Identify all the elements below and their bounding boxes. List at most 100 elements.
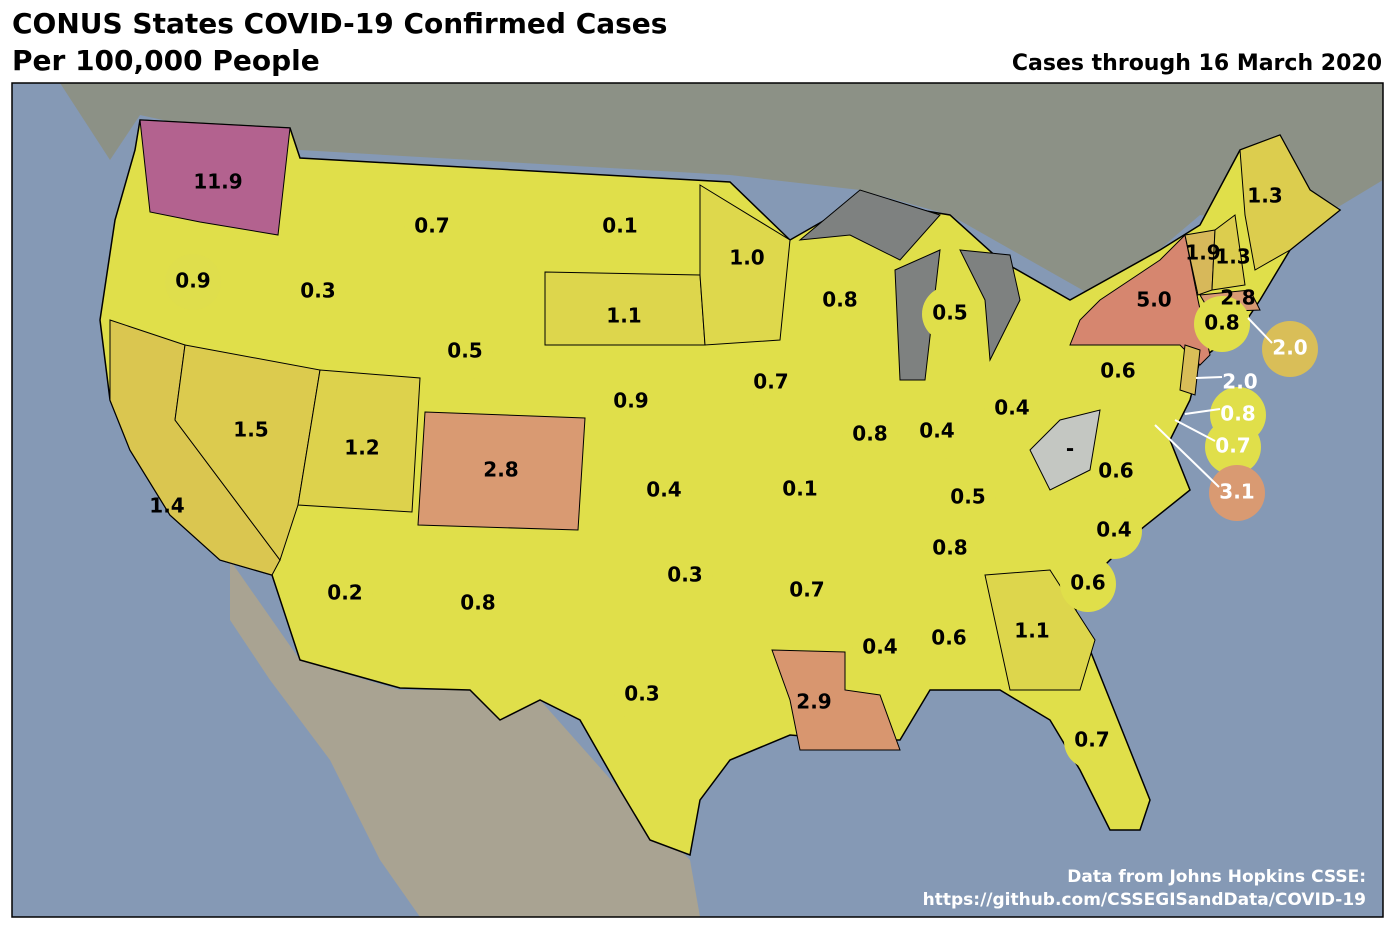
state-shape xyxy=(1029,409,1101,491)
state-label: 1.4 xyxy=(149,494,184,518)
state-shape xyxy=(174,344,321,562)
state-shape xyxy=(636,463,692,519)
state-shape xyxy=(139,119,291,236)
callout-arrow xyxy=(1154,424,1220,488)
canada xyxy=(12,83,1383,300)
state-shape xyxy=(1088,444,1144,500)
state-shape xyxy=(1060,556,1116,612)
state-label: 0.4 xyxy=(919,419,954,443)
state-label: 0.4 xyxy=(646,478,681,502)
state-label: 1.1 xyxy=(606,304,641,328)
state-label: 0.8 xyxy=(1220,402,1255,426)
callout-arrow xyxy=(1184,408,1221,415)
mexico xyxy=(230,560,700,917)
state-shape xyxy=(1064,713,1120,769)
subtitle: Cases through 16 March 2020 xyxy=(1012,51,1382,76)
state-label: 0.3 xyxy=(300,279,335,303)
state-shapes xyxy=(109,119,1341,769)
state-label: 5.0 xyxy=(1136,288,1171,312)
state-label: 2.8 xyxy=(1220,286,1255,310)
state-shape xyxy=(603,374,659,430)
title: Per 100,000 People xyxy=(12,44,320,77)
state-label: 0.6 xyxy=(931,626,966,650)
state-shape xyxy=(417,411,586,531)
callout-arrow xyxy=(1174,419,1216,442)
state-label: 1.1 xyxy=(1014,619,1049,643)
state-shape xyxy=(404,199,460,255)
state-shape xyxy=(317,566,373,622)
state-label: 0.9 xyxy=(613,389,648,413)
state-label: 0.3 xyxy=(667,563,702,587)
state-label: 0.7 xyxy=(1074,728,1109,752)
state-label: 0.6 xyxy=(1100,359,1135,383)
state-shape xyxy=(771,649,901,751)
state-label: 0.5 xyxy=(447,339,482,363)
state-label: 11.9 xyxy=(193,170,242,194)
callout-arrow xyxy=(1195,376,1223,379)
state-label: 0.4 xyxy=(862,635,897,659)
credit: Data from Johns Hopkins CSSE: xyxy=(1067,867,1366,887)
state-shape xyxy=(437,324,493,380)
state-label: 0.7 xyxy=(753,370,788,394)
lake xyxy=(959,249,1021,362)
state-label: 0.8 xyxy=(822,288,857,312)
state-label: 1.9 xyxy=(1185,241,1220,265)
state-label: 2.0 xyxy=(1222,370,1257,394)
state-shape xyxy=(1086,503,1142,559)
state-shape xyxy=(1194,296,1250,352)
state-shape xyxy=(1239,134,1341,271)
state-shape xyxy=(165,254,221,310)
callout-arrow xyxy=(1247,317,1273,344)
state-label: 0.5 xyxy=(932,301,967,325)
state-shape xyxy=(1209,465,1265,521)
state-shape xyxy=(743,355,799,411)
state-shape xyxy=(592,199,648,255)
state-label: 0.7 xyxy=(789,578,824,602)
lake xyxy=(798,189,941,261)
frame xyxy=(11,82,1384,918)
state-shape xyxy=(1090,344,1146,400)
state-shape xyxy=(1262,321,1318,377)
state-label: 1.3 xyxy=(1215,245,1250,269)
state-shape xyxy=(450,576,506,632)
state-shape xyxy=(852,620,908,676)
state-label: 0.7 xyxy=(414,214,449,238)
state-label: 0.4 xyxy=(994,396,1029,420)
state-label: 0.2 xyxy=(327,581,362,605)
state-label: 1.0 xyxy=(729,246,764,270)
state-shape xyxy=(297,369,421,513)
state-shape xyxy=(921,611,977,667)
state-label: 2.0 xyxy=(1272,336,1307,360)
state-shape xyxy=(922,286,978,342)
state-label: 0.8 xyxy=(932,536,967,560)
state-label: 0.8 xyxy=(1204,311,1239,335)
state-shape xyxy=(290,264,346,320)
state-label: 0.1 xyxy=(782,477,817,501)
state-label: 0.7 xyxy=(1215,434,1250,458)
state-label: 0.8 xyxy=(852,422,887,446)
map-area: 11.9 0.9 1.4 1.5 0.3 0.7 0.5 1.2 2.8 0.2 0.8 0.1 1.1… xyxy=(12,83,1383,917)
state-shape xyxy=(699,184,791,346)
state-shape xyxy=(1179,344,1201,396)
lake xyxy=(894,249,941,381)
title: CONUS States COVID-19 Confirmed Cases xyxy=(12,7,667,40)
state-label: 2.9 xyxy=(796,690,831,714)
state-label: 0.5 xyxy=(950,485,985,509)
state-label: 3.1 xyxy=(1219,480,1254,504)
state-label: 1.3 xyxy=(1247,184,1282,208)
state-label: 0.4 xyxy=(1096,518,1131,542)
state-label: 1.2 xyxy=(344,436,379,460)
state-labels: 11.9 0.9 1.4 1.5 0.3 0.7 0.5 1.2 2.8 0.2 0.8 0.1 1.1… xyxy=(149,170,1307,752)
state-shape xyxy=(909,404,965,460)
state-shape xyxy=(779,563,835,619)
state-shape xyxy=(772,462,828,518)
credit: https://github.com/CSSEGISandData/COVID-… xyxy=(923,890,1366,910)
state-shape xyxy=(842,407,898,463)
state-label: - xyxy=(1066,437,1074,461)
state-label: 0.3 xyxy=(624,682,659,706)
state-shape xyxy=(614,667,670,723)
state-shape xyxy=(984,381,1040,437)
state-shape xyxy=(1205,419,1261,475)
